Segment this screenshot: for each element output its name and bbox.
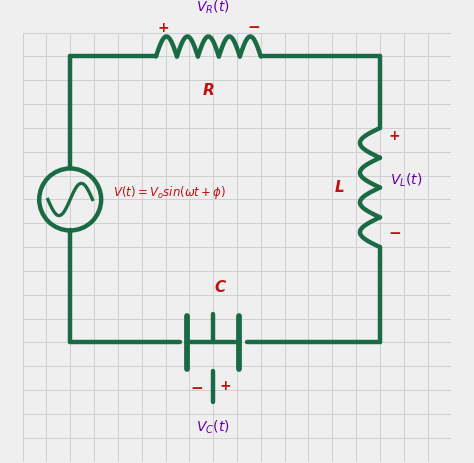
Text: +: +	[219, 379, 231, 393]
Text: −: −	[247, 20, 260, 35]
Text: R: R	[202, 83, 214, 98]
Text: +: +	[157, 21, 169, 35]
Text: $V_L(t)$: $V_L(t)$	[390, 172, 422, 189]
Text: $V(t) = V_o sin(\omega t + \phi)$: $V(t) = V_o sin(\omega t + \phi)$	[113, 184, 227, 201]
Text: $V_R(t)$: $V_R(t)$	[196, 0, 230, 16]
Text: −: −	[190, 381, 203, 395]
Text: $V_C(t)$: $V_C(t)$	[196, 419, 230, 436]
Text: −: −	[389, 225, 401, 241]
Text: C: C	[215, 280, 226, 295]
Text: +: +	[389, 129, 400, 143]
Text: L: L	[335, 180, 344, 195]
